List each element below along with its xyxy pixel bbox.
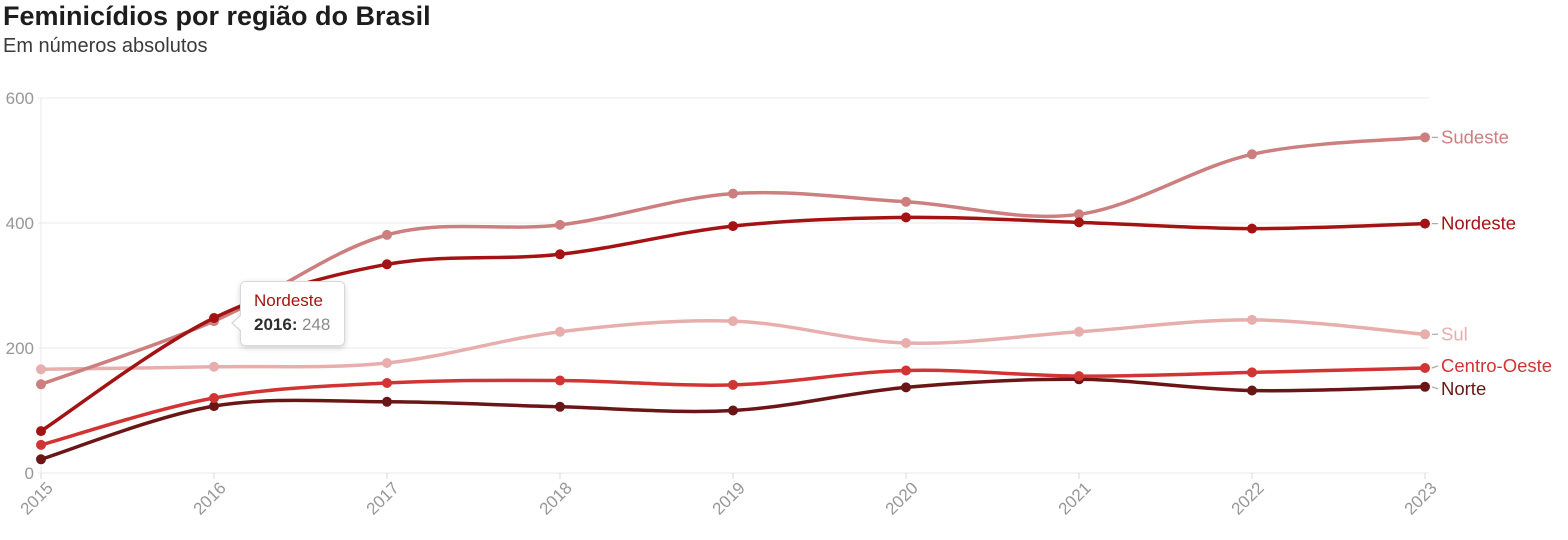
- x-axis-label-2015: 2015: [17, 478, 57, 518]
- series-point-nordeste-2015[interactable]: [36, 426, 46, 437]
- y-axis-label-200: 200: [6, 339, 34, 358]
- series-point-sul-2016[interactable]: [209, 361, 219, 372]
- series-label-connector-norte: [1431, 386, 1439, 390]
- y-axis-label-400: 400: [6, 214, 34, 233]
- series-point-centro-oeste-2016[interactable]: [209, 393, 219, 403]
- series-label-norte: Norte: [1441, 378, 1486, 399]
- series-point-centro-oeste-2017[interactable]: [382, 378, 392, 388]
- series-point-centro-oeste-2022[interactable]: [1247, 367, 1257, 378]
- series-point-sul-2015[interactable]: [36, 364, 46, 375]
- series-point-centro-oeste-2019[interactable]: [728, 379, 738, 390]
- tooltip-value: 248: [301, 315, 331, 334]
- series-point-sudeste-2023[interactable]: [1420, 132, 1430, 143]
- series-label-connector-centro-oeste: [1431, 365, 1439, 369]
- series-label-sul: Sul: [1441, 323, 1468, 344]
- series-point-centro-oeste-2020[interactable]: [901, 365, 911, 376]
- series-point-norte-2015[interactable]: [36, 454, 46, 465]
- series-point-sul-2019[interactable]: [728, 316, 738, 327]
- series-point-norte-2023[interactable]: [1420, 381, 1430, 392]
- series-point-sudeste-2018[interactable]: [555, 219, 565, 230]
- series-point-nordeste-2019[interactable]: [728, 221, 738, 232]
- tooltip: Nordeste 2016: 248: [230, 281, 346, 346]
- series-point-nordeste-2022[interactable]: [1247, 223, 1257, 234]
- y-axis-label-600: 600: [6, 89, 34, 108]
- chart-title: Feminicídios por região do Brasil: [3, 1, 431, 31]
- series-label-centro-oeste: Centro-Oeste: [1441, 355, 1552, 376]
- series-point-norte-2016[interactable]: [209, 401, 219, 412]
- series-point-sul-2020[interactable]: [901, 338, 911, 348]
- series-point-norte-2017[interactable]: [382, 396, 392, 407]
- x-axis-label-2023: 2023: [1401, 478, 1441, 518]
- x-axis-label-2022: 2022: [1228, 478, 1268, 518]
- series-point-centro-oeste-2015[interactable]: [36, 439, 46, 450]
- x-axis-label-2020: 2020: [882, 478, 922, 518]
- chart-subtitle: Em números absolutos: [3, 35, 208, 57]
- series-point-sul-2023[interactable]: [1420, 329, 1430, 340]
- series-point-sul-2017[interactable]: [382, 358, 392, 368]
- x-axis-label-2019: 2019: [709, 478, 749, 518]
- tooltip-region-label: Nordeste: [254, 291, 323, 310]
- series-point-norte-2019[interactable]: [728, 405, 738, 416]
- series-point-nordeste-2018[interactable]: [555, 249, 565, 260]
- series-point-nordeste-2021[interactable]: [1074, 217, 1084, 228]
- series-point-centro-oeste-2018[interactable]: [555, 375, 565, 386]
- series-point-sudeste-2015[interactable]: [36, 379, 46, 390]
- x-axis-label-2017: 2017: [363, 478, 403, 518]
- series-point-sudeste-2017[interactable]: [382, 229, 392, 240]
- x-axis-label-2018: 2018: [536, 478, 576, 518]
- series-point-sudeste-2022[interactable]: [1247, 149, 1257, 160]
- series-point-sudeste-2020[interactable]: [901, 196, 911, 207]
- series-point-centro-oeste-2023[interactable]: [1420, 363, 1430, 373]
- series-label-sudeste: Sudeste: [1441, 126, 1509, 147]
- x-axis-label-2016: 2016: [190, 478, 230, 518]
- chart-header: Feminicídios por região do Brasil Em núm…: [3, 0, 431, 60]
- series-point-sul-2021[interactable]: [1074, 326, 1084, 337]
- series-line-sudeste[interactable]: [39, 135, 1427, 387]
- series-point-norte-2018[interactable]: [555, 401, 565, 412]
- series-label-nordeste: Nordeste: [1441, 213, 1516, 234]
- series-point-sul-2018[interactable]: [555, 326, 565, 337]
- series-point-sul-2022[interactable]: [1247, 314, 1257, 325]
- y-axis-label-0: 0: [25, 464, 34, 483]
- series-point-sudeste-2021[interactable]: [1074, 209, 1084, 220]
- series-point-norte-2022[interactable]: [1247, 385, 1257, 396]
- tooltip-year-label: 2016:: [254, 315, 298, 334]
- x-axis-label-2021: 2021: [1055, 478, 1095, 518]
- series-point-norte-2020[interactable]: [901, 382, 911, 393]
- series-point-centro-oeste-2021[interactable]: [1074, 371, 1084, 382]
- series-point-nordeste-2020[interactable]: [901, 212, 911, 223]
- series-point-sudeste-2019[interactable]: [728, 188, 738, 199]
- series-point-nordeste-2016[interactable]: [209, 313, 219, 323]
- series-point-nordeste-2023[interactable]: [1420, 218, 1430, 229]
- series-point-nordeste-2017[interactable]: [382, 259, 392, 270]
